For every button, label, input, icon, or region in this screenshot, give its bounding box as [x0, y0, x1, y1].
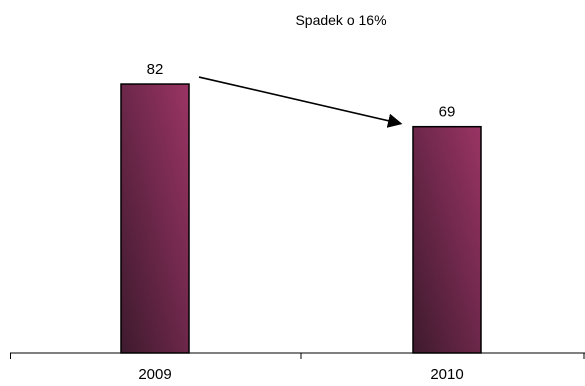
x-tick-label-2009: 2009: [138, 366, 171, 381]
annotation-layer: Spadek o 16%: [198, 12, 403, 128]
bar-2010: [412, 125, 482, 354]
x-axis: [10, 352, 585, 359]
labels-layer: 82 2009 69 2010: [138, 61, 463, 383]
bar-2009: [120, 83, 190, 354]
data-label-2009: 82: [147, 61, 164, 78]
annotation-text: Spadek o 16%: [295, 12, 386, 28]
bars-layer: [120, 83, 482, 354]
decrease-arrow: [198, 76, 403, 128]
x-tick-label-2010: 2010: [430, 366, 463, 381]
data-label-2010: 69: [439, 104, 456, 121]
